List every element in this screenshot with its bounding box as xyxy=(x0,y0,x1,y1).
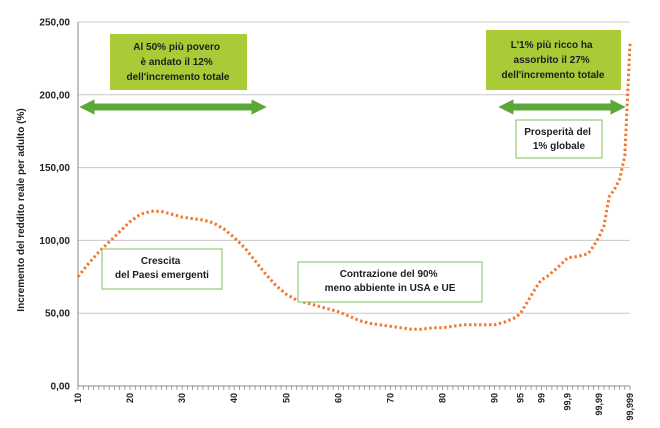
x-tick-label: 60 xyxy=(333,393,343,403)
x-tick-label: 20 xyxy=(125,393,135,403)
x-tick-label: 99,9 xyxy=(563,393,573,411)
annotation-prosperity-line-1: Prosperità del xyxy=(524,127,591,138)
y-axis-label: Incremento del reddito reale per adulto … xyxy=(16,108,27,311)
svg-text:Prosperità del 1% global: Prosperità del 1% globale xyxy=(524,127,593,152)
gridlines xyxy=(78,21,630,314)
svg-text:Contrazione del 90% meno: Contrazione del 90% meno abbiente in USA… xyxy=(325,269,456,294)
annotation-contraction-line-1: Contrazione del 90% xyxy=(340,269,438,280)
annotation-prosperity: Prosperità del 1% globale xyxy=(515,119,603,159)
y-tick-label: 250,00 xyxy=(39,18,70,29)
y-tick-label: 0,00 xyxy=(51,382,71,393)
annotation-growth-box xyxy=(101,248,223,290)
x-tick-label: 40 xyxy=(229,393,239,403)
annotation-growth-line-1: Crescita xyxy=(141,256,181,267)
x-tick-label: 90 xyxy=(490,393,500,403)
annotation-contraction-line-2: meno abbiente in USA e UE xyxy=(325,283,456,294)
annotation-prosperity-box xyxy=(515,119,603,159)
annotation-contraction: Contrazione del 90% meno abbiente in USA… xyxy=(297,261,483,303)
annotation-bottom-50-bg xyxy=(110,34,247,90)
y-tick-label: 200,00 xyxy=(39,90,70,101)
svg-text:L'1% più ricco ha assorb: L'1% più ricco ha assorbito il 27% dell'… xyxy=(502,40,605,81)
y-tick-label: 150,00 xyxy=(39,163,70,174)
x-tick-label: 80 xyxy=(438,393,448,403)
x-axis: 10 20 30 40 50 60 70 80 90 95 99 99,9 99,99 99,999 xyxy=(73,22,635,421)
annotation-contraction-box xyxy=(297,261,483,303)
x-tick-label: 95 xyxy=(516,393,526,403)
x-tick-label: 70 xyxy=(385,393,395,403)
y-tick-label: 100,00 xyxy=(39,236,70,247)
annotation-top-1: L'1% più ricco ha assorbito il 27% dell'… xyxy=(486,30,621,90)
annotation-growth: Crescita del Paesi emergenti xyxy=(101,248,223,290)
x-tick-label: 50 xyxy=(281,393,291,403)
x-tick-label: 30 xyxy=(177,393,187,403)
annotation-bottom-50: Al 50% più povero è andato il 12% dell'i… xyxy=(110,34,247,90)
x-tick-label: 99,99 xyxy=(594,393,604,416)
annotation-bottom-50-line-3: dell'incremento totale xyxy=(127,72,230,83)
annotation-bottom-50-line-1: Al 50% più povero xyxy=(133,42,220,53)
x-tick-label: 99,999 xyxy=(625,393,635,421)
annotation-top-1-line-3: dell'incremento totale xyxy=(502,70,605,81)
svg-text:Crescita del Paesi emerg: Crescita del Paesi emergenti xyxy=(115,256,209,281)
annotation-top-1-line-2: assorbito il 27% xyxy=(514,55,590,66)
annotation-bottom-50-line-2: è andato il 12% xyxy=(140,57,212,68)
annotation-prosperity-line-2: 1% globale xyxy=(533,141,586,152)
y-axis: 0,00 50,00 100,00 150,00 200,00 250,00 xyxy=(39,18,70,393)
x-tick-label: 99 xyxy=(536,393,546,403)
annotation-top-1-line-1: L'1% più ricco ha xyxy=(511,40,593,51)
series-line xyxy=(76,43,632,331)
svg-text:Al 50% più povero è anda: Al 50% più povero è andato il 12% dell'i… xyxy=(127,42,230,83)
annotation-growth-line-2: del Paesi emergenti xyxy=(115,270,209,281)
y-tick-label: 50,00 xyxy=(45,309,70,320)
annotation-top-1-bg xyxy=(486,30,621,90)
x-tick-label: 10 xyxy=(73,393,83,403)
